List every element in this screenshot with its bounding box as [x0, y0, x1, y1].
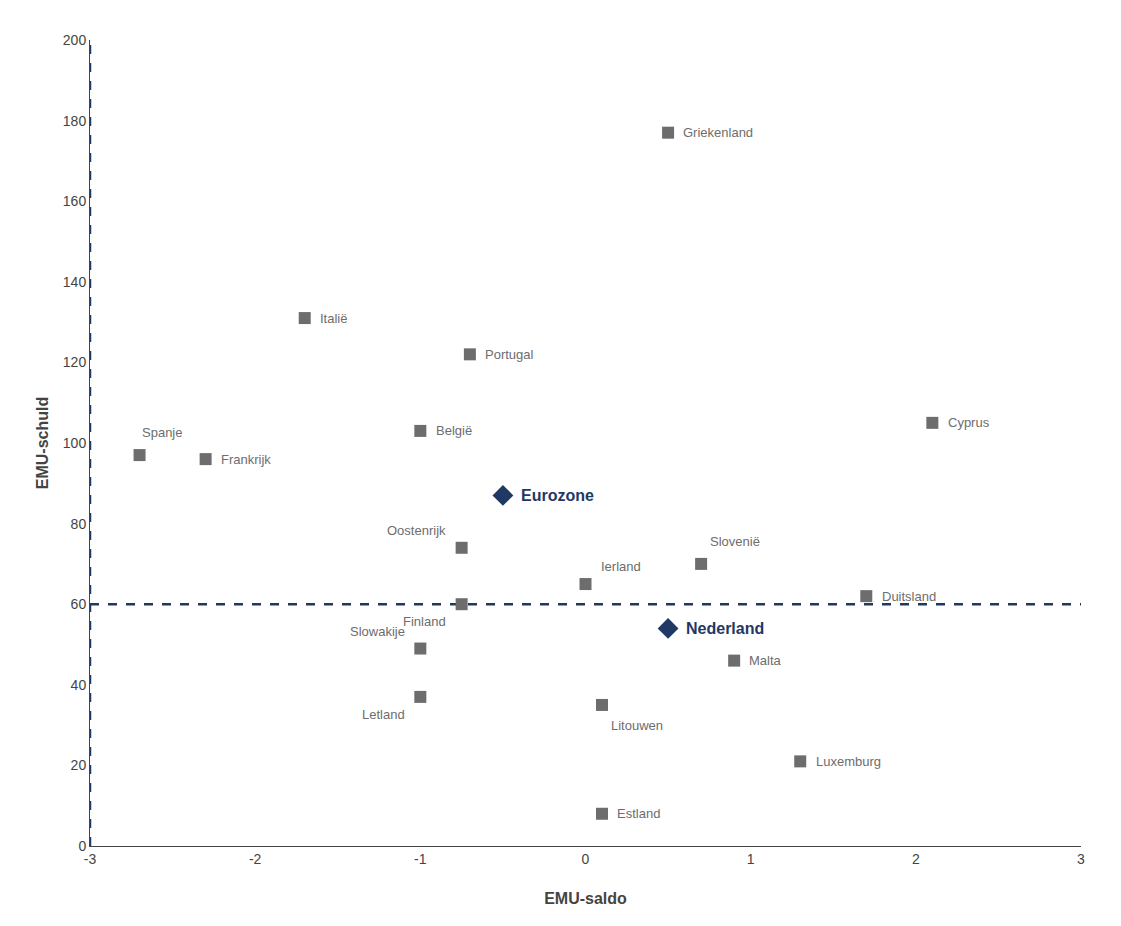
svg-text:Litouwen: Litouwen: [611, 718, 663, 733]
svg-text:Oostenrijk: Oostenrijk: [387, 523, 446, 538]
svg-text:EMU-saldo: EMU-saldo: [544, 890, 627, 907]
svg-text:80: 80: [71, 516, 87, 532]
svg-text:Letland: Letland: [362, 707, 405, 722]
svg-text:Ierland: Ierland: [601, 559, 641, 574]
svg-text:Duitsland: Duitsland: [882, 589, 936, 604]
svg-text:Italië: Italië: [320, 311, 347, 326]
svg-text:Malta: Malta: [749, 653, 782, 668]
svg-text:België: België: [436, 423, 472, 438]
svg-text:Portugal: Portugal: [485, 347, 534, 362]
svg-text:-1: -1: [414, 851, 427, 867]
svg-text:Estland: Estland: [617, 806, 660, 821]
svg-text:40: 40: [71, 677, 87, 693]
svg-text:180: 180: [63, 113, 87, 129]
svg-text:Griekenland: Griekenland: [683, 125, 753, 140]
svg-text:-2: -2: [249, 851, 262, 867]
svg-text:EMU-schuld: EMU-schuld: [34, 397, 51, 489]
svg-text:1: 1: [747, 851, 755, 867]
svg-text:140: 140: [63, 274, 87, 290]
svg-text:-3: -3: [84, 851, 97, 867]
svg-text:Frankrijk: Frankrijk: [221, 452, 271, 467]
svg-text:2: 2: [912, 851, 920, 867]
svg-text:3: 3: [1077, 851, 1085, 867]
svg-text:200: 200: [63, 32, 87, 48]
svg-text:Slowakije: Slowakije: [350, 624, 405, 639]
svg-text:160: 160: [63, 193, 87, 209]
svg-text:Luxemburg: Luxemburg: [816, 754, 881, 769]
svg-text:100: 100: [63, 435, 87, 451]
svg-text:60: 60: [71, 596, 87, 612]
svg-text:Slovenië: Slovenië: [710, 534, 760, 549]
svg-text:Eurozone: Eurozone: [521, 487, 594, 504]
svg-text:Cyprus: Cyprus: [948, 415, 990, 430]
svg-text:Finland: Finland: [403, 614, 446, 629]
svg-text:0: 0: [78, 838, 86, 854]
svg-text:Nederland: Nederland: [686, 620, 764, 637]
svg-text:0: 0: [582, 851, 590, 867]
svg-text:120: 120: [63, 354, 87, 370]
svg-text:Spanje: Spanje: [142, 425, 182, 440]
svg-text:20: 20: [71, 757, 87, 773]
